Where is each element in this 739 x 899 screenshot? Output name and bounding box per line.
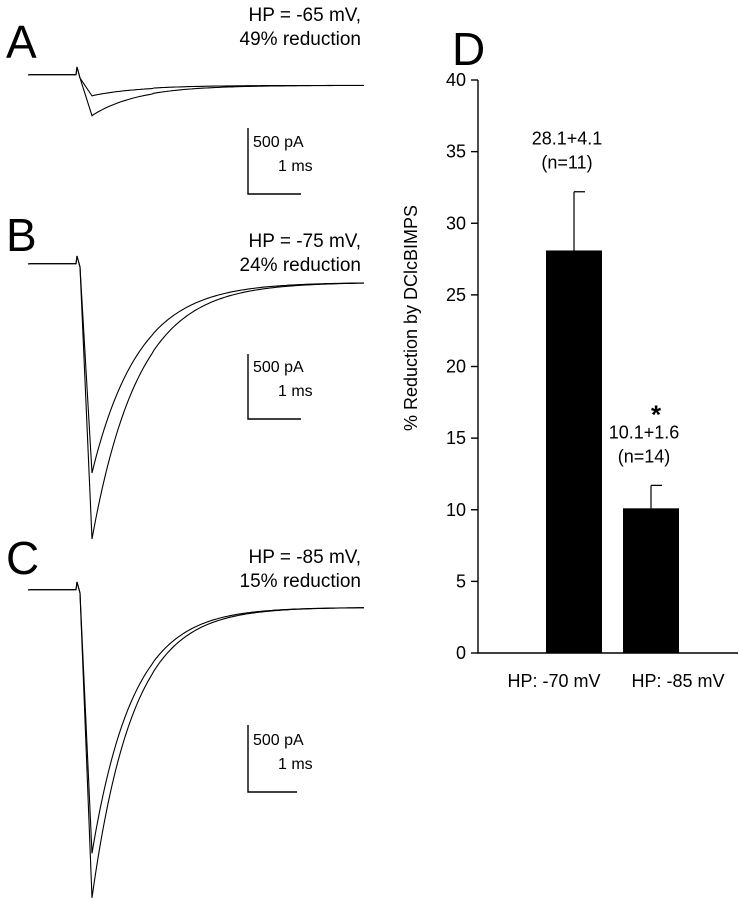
annotation-a-line1: HP = -65 mV, <box>248 5 361 26</box>
bar-label-2-n: (n=14) <box>618 446 671 466</box>
scale-bar-b <box>247 354 301 420</box>
error-bar-2 <box>650 484 662 509</box>
y-tick-label: 0 <box>456 643 466 663</box>
trace-c-2 <box>27 581 364 854</box>
bar-2 <box>623 508 679 653</box>
scale-bar-a-current: 500 pA <box>253 134 304 151</box>
scale-bars <box>247 128 301 793</box>
y-axis-title: % Reduction by DClcBIMPS <box>401 205 421 431</box>
annotation-a: HP = -65 mV, 49% reduction <box>180 4 361 52</box>
annotation-b: HP = -75 mV, 24% reduction <box>180 230 361 278</box>
y-tick-label: 35 <box>446 142 466 162</box>
trace-b-2 <box>27 255 365 474</box>
scale-bar-c-time: 1 ms <box>278 756 313 773</box>
scale-bar-c-current: 500 pA <box>253 732 304 749</box>
scale-bar-c <box>247 725 297 793</box>
scale-bar-b-current: 500 pA <box>253 359 304 376</box>
panel-letter-c: C <box>6 532 40 584</box>
y-tick-label: 10 <box>446 500 466 520</box>
bar-label-1-value: 28.1+4.1 <box>532 129 603 149</box>
scale-bar-b-time: 1 ms <box>278 383 313 400</box>
annotation-a-line2: 49% reduction <box>239 29 361 50</box>
bar-label-2-value: 10.1+1.6 <box>609 422 680 442</box>
y-tick-label: 40 <box>446 70 466 90</box>
panel-letter-d: D <box>452 23 486 75</box>
x-category-label-2: HP: -85 mV <box>631 671 724 691</box>
annotation-c-line1: HP = -85 mV, <box>248 547 361 568</box>
trace-b-1 <box>27 255 365 540</box>
bar-label-1-n: (n=11) <box>541 153 592 173</box>
trace-c-1 <box>27 581 364 898</box>
bar-chart-axes <box>477 80 738 654</box>
trace-a-2 <box>27 66 364 97</box>
annotation-c-line2: 15% reduction <box>239 571 361 592</box>
y-tick-label: 5 <box>456 571 466 591</box>
y-tick-label: 15 <box>446 428 466 448</box>
y-tick-label: 30 <box>446 213 466 233</box>
x-category-label-1: HP: -70 mV <box>507 671 600 691</box>
scale-bar-a-time: 1 ms <box>278 158 313 175</box>
panel-letter-a: A <box>6 16 37 68</box>
bar-chart-d: % Reduction by DClcBIMPS 0 5 10 15 20 25 30 35 4… <box>401 70 738 691</box>
annotation-b-line2: 24% reduction <box>239 255 361 276</box>
scale-bar-a <box>247 128 301 195</box>
error-bar-1 <box>573 191 585 251</box>
trace-a-1 <box>27 66 364 117</box>
current-traces <box>27 66 365 898</box>
panel-letter-b: B <box>6 209 37 261</box>
y-tick-label: 25 <box>446 285 466 305</box>
bar-1 <box>546 250 602 653</box>
annotation-b-line1: HP = -75 mV, <box>248 231 361 252</box>
significance-marker: * <box>651 399 662 429</box>
annotation-c: HP = -85 mV, 15% reduction <box>180 546 361 594</box>
y-tick-label: 20 <box>446 357 466 377</box>
